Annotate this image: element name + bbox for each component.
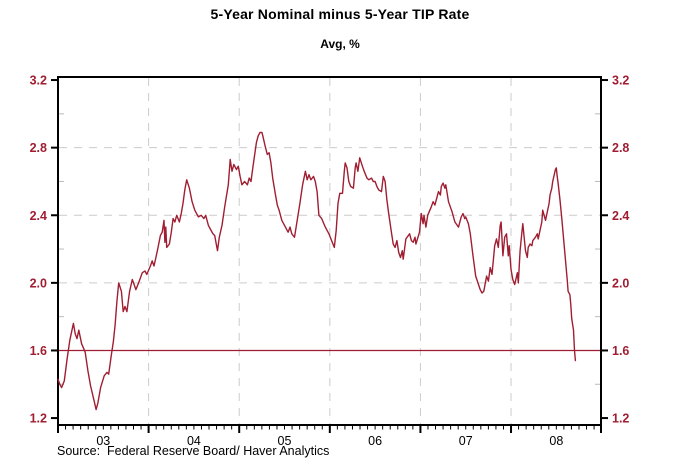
chart-subtitle: Avg, % [320,37,360,51]
y-axis-label-right: 1.6 [612,344,629,358]
x-axis-label: 05 [278,434,292,448]
y-axis-label-right: 2.4 [612,209,629,223]
y-axis-label-left: 1.2 [30,412,47,426]
x-axis-label: 03 [96,434,110,448]
x-axis-label: 07 [459,434,473,448]
y-axis-label-right: 2.0 [612,276,629,290]
y-axis-label-right: 3.2 [612,74,629,88]
data-line [57,131,577,411]
chart-title: 5-Year Nominal minus 5-Year TIP Rate [210,6,470,22]
y-axis-label-right: 2.8 [612,141,629,155]
x-axis-label: 06 [368,434,382,448]
y-axis-label-left: 2.4 [30,209,47,223]
source-note: Source: Federal Reserve Board/ Haver Ana… [57,444,330,458]
y-axis-label-left: 2.8 [30,141,47,155]
x-axis-label: 08 [549,434,563,448]
y-axis-label-left: 3.2 [30,74,47,88]
y-axis-label-left: 2.0 [30,276,47,290]
plot-frame [57,76,602,426]
x-axis-label: 04 [187,434,201,448]
y-axis-label-left: 1.6 [30,344,47,358]
y-axis-label-right: 1.2 [612,412,629,426]
